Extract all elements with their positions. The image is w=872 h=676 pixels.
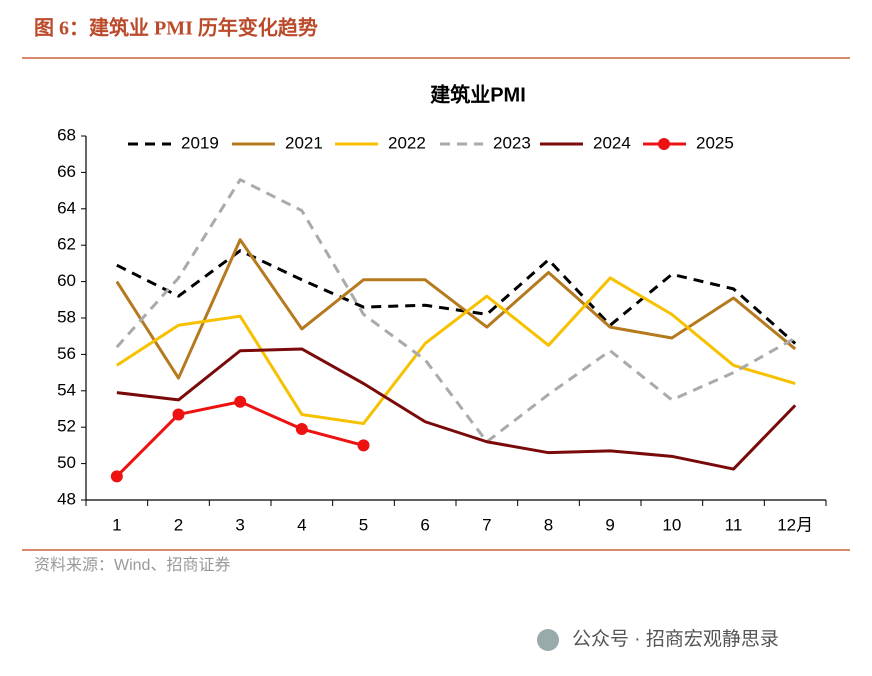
x-tick-label: 8	[544, 515, 553, 534]
y-tick-label: 62	[57, 235, 76, 254]
y-tick-label: 52	[57, 417, 76, 436]
point	[110, 470, 123, 483]
y-tick-label: 66	[57, 162, 76, 181]
y-tick-label: 56	[57, 344, 76, 363]
series-line	[115, 400, 364, 478]
legend-label: 2024	[593, 133, 631, 152]
y-tick-label: 68	[57, 125, 76, 144]
y-tick-label: 50	[57, 453, 76, 472]
y-tick-label: 58	[57, 307, 76, 326]
watermark: 公众号 · 招商宏观静思录	[572, 628, 779, 650]
x-tick-label: 6	[420, 515, 429, 534]
x-tick-label: 2	[174, 515, 183, 534]
x-tick-label: 7	[482, 515, 491, 534]
figure-header: 图 6：建筑业 PMI 历年变化趋势	[34, 16, 318, 40]
series-line	[115, 238, 797, 380]
x-tick-label: 4	[297, 515, 306, 534]
y-tick-label: 64	[57, 198, 76, 217]
chart-title: 建筑业PMI	[430, 82, 526, 106]
x-tick-label: 5	[359, 515, 368, 534]
series-line	[115, 178, 796, 444]
legend-label: 2022	[388, 133, 426, 152]
x-tick-label: 9	[605, 515, 614, 534]
x-tick-label: 3	[235, 515, 244, 534]
series-line	[116, 276, 796, 426]
legend-label: 2021	[285, 133, 323, 152]
y-tick-label: 54	[57, 380, 76, 399]
x-tick-label: 12月	[777, 515, 813, 534]
point	[172, 408, 185, 421]
legend-label: 2019	[181, 133, 219, 152]
series-line	[116, 249, 797, 345]
point	[295, 423, 308, 436]
legend-marker	[658, 138, 670, 150]
legend-label: 2025	[696, 133, 734, 152]
x-tick-label: 10	[662, 515, 681, 534]
x-tick-label: 1	[112, 515, 121, 534]
point	[357, 439, 370, 452]
series-line	[116, 347, 797, 471]
source: 资料来源：Wind、招商证券	[34, 556, 230, 574]
watermark-icon	[537, 629, 559, 651]
y-tick-label: 48	[57, 489, 76, 508]
y-tick-label: 60	[57, 271, 76, 290]
point	[234, 395, 247, 408]
legend-label: 2023	[493, 133, 531, 152]
x-tick-label: 11	[725, 515, 743, 534]
